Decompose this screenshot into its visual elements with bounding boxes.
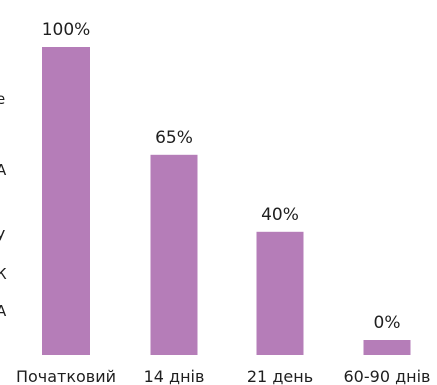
left-edge-text-fragments: е А У К А bbox=[0, 90, 7, 320]
x-tick-label: 14 днів bbox=[144, 367, 205, 385]
x-tick-label: 60-90 днів bbox=[344, 367, 431, 385]
x-tick-label: 21 день bbox=[247, 367, 313, 385]
bar bbox=[256, 231, 304, 355]
bar bbox=[42, 47, 90, 355]
data-labels: 100% 65% 40% 0% bbox=[42, 20, 401, 333]
edge-fragment: е bbox=[0, 90, 5, 108]
edge-fragment: А bbox=[0, 161, 7, 179]
bar bbox=[363, 340, 411, 355]
bar-value-label: 65% bbox=[155, 128, 193, 148]
x-axis-tick-labels: Початковий 14 днів 21 день 60-90 днів bbox=[16, 367, 431, 385]
bar-value-label: 40% bbox=[261, 205, 299, 225]
edge-fragment: К bbox=[0, 265, 7, 283]
bar-value-label: 100% bbox=[42, 20, 91, 40]
bar-value-label: 0% bbox=[374, 313, 401, 333]
x-tick-label: Початковий bbox=[16, 367, 116, 385]
bars bbox=[42, 47, 411, 355]
edge-fragment: У bbox=[0, 227, 5, 245]
edge-fragment: А bbox=[0, 302, 7, 320]
bar bbox=[150, 154, 198, 355]
